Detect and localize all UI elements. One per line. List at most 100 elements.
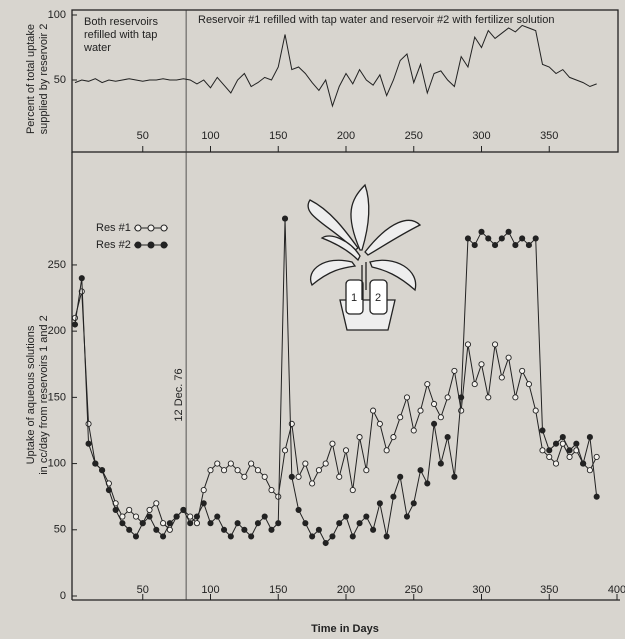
y-tick-label: 250 (48, 259, 66, 271)
y-tick-label: 50 (54, 524, 66, 536)
data-point (552, 440, 560, 447)
x-tick-label: 300 (472, 130, 490, 142)
data-point (336, 473, 343, 480)
data-point (532, 235, 539, 242)
data-point (383, 447, 390, 454)
data-point (295, 506, 302, 513)
data-point (485, 235, 492, 242)
data-point (349, 487, 356, 494)
legend-label: Res #1 (96, 222, 131, 234)
data-point (132, 513, 140, 520)
data-point (187, 513, 194, 520)
data-point (105, 487, 112, 494)
data-point (193, 520, 200, 527)
data-point (566, 447, 573, 454)
data-point (78, 275, 85, 282)
data-point (525, 381, 532, 388)
data-point (431, 400, 438, 408)
data-point (329, 533, 336, 540)
data-point (92, 460, 99, 467)
data-point (275, 493, 282, 500)
data-point (539, 427, 546, 434)
data-point (241, 473, 248, 480)
data-point (214, 460, 221, 467)
data-point (451, 367, 458, 374)
data-point (200, 500, 207, 507)
data-point (559, 440, 566, 447)
y-label-line: in cc/day from reservoirs 1 and 2 (38, 315, 50, 475)
data-point (214, 513, 221, 520)
data-point (586, 467, 593, 474)
annotation: Reservoir #1 refilled with tap water and… (198, 14, 554, 26)
data-point (234, 467, 241, 474)
data-point (166, 526, 173, 533)
data-point (478, 361, 485, 368)
data-point (397, 414, 404, 421)
data-point (302, 460, 309, 467)
x-tick-label: 300 (472, 584, 490, 596)
legend-marker (134, 241, 142, 249)
data-point (356, 434, 363, 441)
data-point (248, 460, 255, 467)
data-point (241, 526, 248, 533)
data-point (417, 467, 424, 474)
data-point (227, 533, 234, 540)
data-point (546, 447, 553, 454)
data-point (112, 506, 119, 513)
data-point (349, 533, 356, 540)
data-point (254, 467, 261, 474)
data-point (200, 487, 207, 494)
data-point (309, 533, 316, 540)
y-label-line: supplied by reservoir 2 (38, 23, 50, 135)
data-point (275, 520, 282, 527)
x-tick-label: 250 (405, 584, 423, 596)
panel-frame (71, 9, 619, 153)
data-point (342, 447, 350, 454)
legend-marker (147, 241, 155, 249)
data-point (315, 526, 322, 533)
y-tick-label: 50 (54, 74, 66, 86)
annotation: Both reservoirs refilled with tap water (84, 16, 158, 54)
data-point (281, 215, 289, 222)
legend-marker (147, 224, 155, 232)
y-label-line: Percent of total uptake (25, 23, 37, 135)
data-point (512, 394, 519, 401)
data-point (71, 321, 79, 328)
data-point (207, 520, 214, 527)
data-point (180, 506, 187, 513)
illustration-label: 1 (351, 292, 357, 304)
data-point (471, 242, 478, 249)
y-tick-label: 150 (48, 391, 66, 403)
data-point (505, 354, 512, 361)
data-point (281, 447, 289, 454)
data-point (126, 506, 133, 513)
data-point (390, 434, 397, 441)
data-point (261, 513, 268, 520)
data-point (390, 493, 397, 500)
data-point (403, 513, 411, 520)
data-point (268, 487, 275, 494)
legend-label: Res #2 (96, 239, 131, 251)
data-point (383, 533, 390, 540)
data-line (74, 291, 598, 531)
x-tick-label: 50 (137, 130, 149, 142)
data-point (410, 427, 417, 434)
data-point (539, 447, 546, 454)
data-point (146, 513, 153, 520)
data-point (322, 460, 329, 467)
data-point (478, 228, 485, 235)
data-point (451, 473, 458, 480)
data-point (444, 434, 451, 441)
data-point (119, 513, 126, 520)
data-point (424, 480, 431, 487)
data-point (566, 453, 573, 461)
data-point (295, 473, 302, 480)
x-tick-label: 200 (337, 584, 355, 596)
data-point (248, 533, 255, 540)
data-point (498, 374, 505, 381)
data-point (173, 513, 180, 520)
data-point (437, 414, 444, 421)
data-point (342, 513, 350, 520)
data-point (586, 434, 593, 441)
data-point (132, 533, 140, 540)
